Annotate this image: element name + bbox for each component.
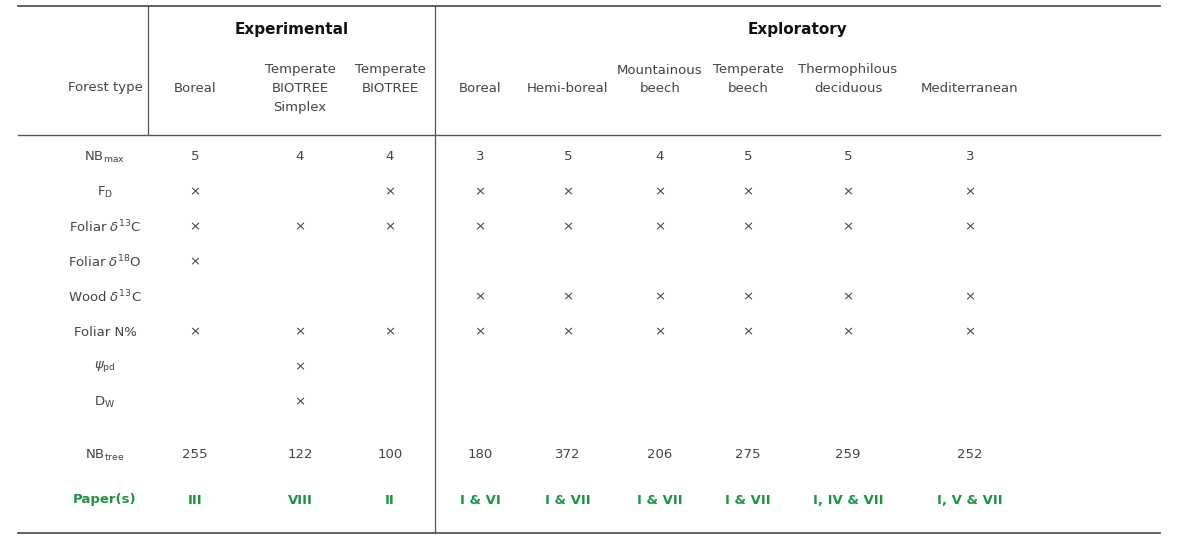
Text: ×: × [654,326,665,339]
Text: III: III [187,493,202,506]
Text: I & VII: I & VII [725,493,771,506]
Text: ×: × [843,221,853,234]
Text: Simplex: Simplex [273,101,326,114]
Text: ×: × [843,291,853,304]
Text: Hemi-boreal: Hemi-boreal [527,82,609,95]
Text: Temperate: Temperate [712,63,784,76]
Text: 206: 206 [647,448,672,461]
Text: ×: × [563,221,573,234]
Text: deciduous: deciduous [813,82,883,95]
Text: ×: × [563,291,573,304]
Text: ×: × [294,221,306,234]
Text: Experimental: Experimental [234,22,348,37]
Text: D$_{\mathrm{W}}$: D$_{\mathrm{W}}$ [94,394,115,410]
Text: 5: 5 [844,150,852,163]
Text: Foliar N%: Foliar N% [73,326,137,339]
Text: BIOTREE: BIOTREE [361,82,419,95]
Text: I & VI: I & VI [460,493,500,506]
Text: 122: 122 [287,448,313,461]
Text: 4: 4 [386,150,394,163]
Text: Thermophilous: Thermophilous [798,63,898,76]
Text: Foliar $\delta^{18}$O: Foliar $\delta^{18}$O [68,254,142,270]
Text: II: II [385,493,394,506]
Text: ×: × [654,221,665,234]
Text: I, V & VII: I, V & VII [937,493,1003,506]
Text: beech: beech [639,82,680,95]
Text: ×: × [189,186,200,199]
Text: 372: 372 [556,448,580,461]
Text: ×: × [964,221,976,234]
Text: ×: × [964,291,976,304]
Text: ×: × [843,186,853,199]
Text: ×: × [654,291,665,304]
Text: ×: × [743,326,753,339]
Text: ×: × [189,255,200,268]
Text: 180: 180 [467,448,493,461]
Text: ×: × [563,326,573,339]
Text: 100: 100 [378,448,403,461]
Text: Boreal: Boreal [174,82,217,95]
Text: Wood $\delta^{13}$C: Wood $\delta^{13}$C [68,289,141,305]
Text: ×: × [385,326,395,339]
Text: Foliar $\delta^{13}$C: Foliar $\delta^{13}$C [68,219,141,235]
Text: ×: × [964,186,976,199]
Text: Paper(s): Paper(s) [73,493,137,506]
Text: 255: 255 [182,448,208,461]
Text: ×: × [743,221,753,234]
Text: ×: × [474,221,486,234]
Text: Forest type: Forest type [67,82,142,95]
Text: ×: × [474,186,486,199]
Text: I & VII: I & VII [545,493,591,506]
Text: 4: 4 [295,150,304,163]
Text: ×: × [843,326,853,339]
Text: ×: × [654,186,665,199]
Text: I, IV & VII: I, IV & VII [813,493,883,506]
Text: ×: × [189,221,200,234]
Text: VIII: VIII [287,493,312,506]
Text: ×: × [743,291,753,304]
Text: Temperate: Temperate [265,63,335,76]
Text: 275: 275 [736,448,760,461]
Text: ×: × [294,395,306,408]
Text: 5: 5 [744,150,752,163]
Text: ×: × [563,186,573,199]
Text: ×: × [385,186,395,199]
Text: 5: 5 [191,150,199,163]
Text: ×: × [743,186,753,199]
Text: $\psi_{\mathrm{pd}}$: $\psi_{\mathrm{pd}}$ [94,360,115,374]
Text: ×: × [385,221,395,234]
Text: NB$_{\mathrm{max}}$: NB$_{\mathrm{max}}$ [85,149,126,164]
Text: ×: × [474,326,486,339]
Text: ×: × [294,360,306,373]
Text: beech: beech [727,82,769,95]
Text: BIOTREE: BIOTREE [272,82,328,95]
Text: F$_{\mathrm{D}}$: F$_{\mathrm{D}}$ [97,184,113,200]
Text: 4: 4 [656,150,664,163]
Text: ×: × [474,291,486,304]
Text: NB$_{\mathrm{tree}}$: NB$_{\mathrm{tree}}$ [85,447,125,463]
Text: Boreal: Boreal [459,82,501,95]
Text: 252: 252 [957,448,983,461]
Text: ×: × [294,326,306,339]
Text: I & VII: I & VII [637,493,683,506]
Text: Mountainous: Mountainous [617,63,703,76]
Text: ×: × [964,326,976,339]
Text: 3: 3 [966,150,975,163]
Text: 3: 3 [476,150,484,163]
Text: Exploratory: Exploratory [747,22,847,37]
Text: ×: × [189,326,200,339]
Text: 5: 5 [564,150,572,163]
Text: Temperate: Temperate [354,63,425,76]
Text: 259: 259 [836,448,860,461]
Text: Mediterranean: Mediterranean [922,82,1019,95]
